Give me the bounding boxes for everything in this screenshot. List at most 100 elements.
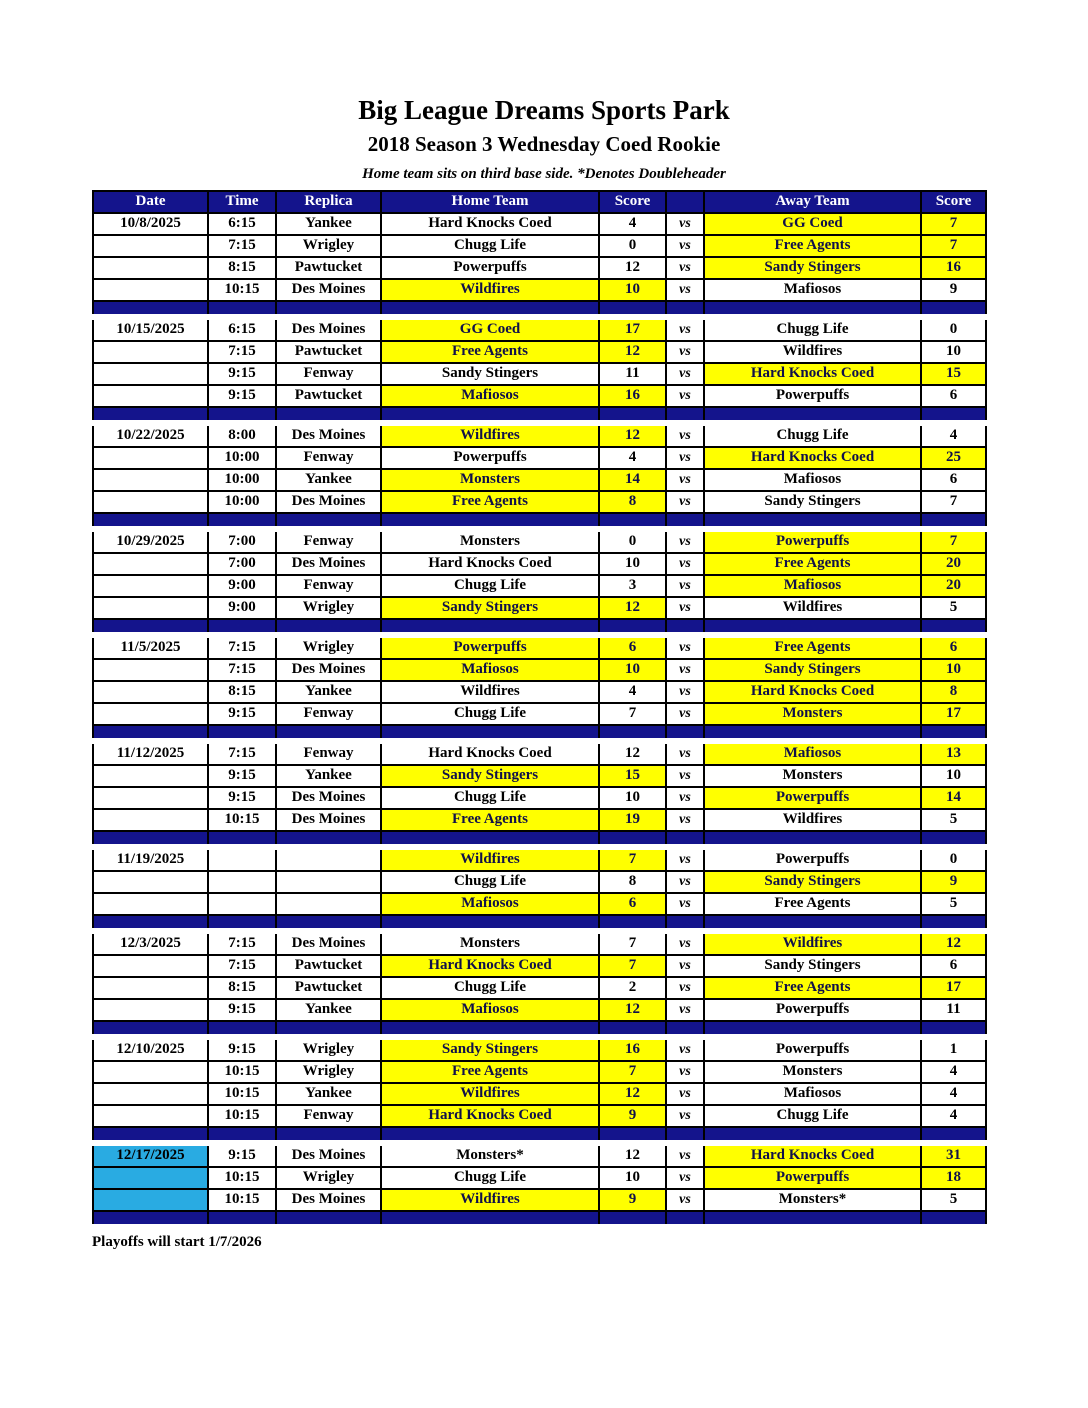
game-row: 9:15 Fenway Sandy Stingers 11 vs Hard Knocks … bbox=[92, 361, 987, 386]
away-score-cell: 20 bbox=[920, 551, 987, 576]
time-cell: 7:15 bbox=[207, 633, 277, 660]
game-row: 10:15 Wrigley Free Agents 7 vs Monsters 4 bbox=[92, 1059, 987, 1084]
date-cell: 10/29/2025 bbox=[92, 527, 209, 554]
replica-cell: Wrigley bbox=[275, 1059, 382, 1084]
home-score-cell: 7 bbox=[598, 929, 667, 956]
home-score-cell: 12 bbox=[598, 1141, 667, 1168]
separator-cell bbox=[207, 1125, 277, 1146]
vs-cell: vs bbox=[665, 211, 705, 236]
date-cell bbox=[92, 233, 209, 258]
home-team-column-header: Home Team bbox=[380, 189, 600, 214]
replica-cell: Fenway bbox=[275, 739, 382, 766]
time-cell bbox=[207, 869, 277, 894]
separator-cell bbox=[665, 617, 705, 638]
away-score-column-header: Score bbox=[920, 189, 987, 214]
separator-cell bbox=[598, 1209, 667, 1230]
home-team-cell: Wildfires bbox=[380, 1081, 600, 1106]
home-score-cell: 7 bbox=[598, 1059, 667, 1084]
away-team-cell: Monsters bbox=[703, 1059, 922, 1084]
away-score-cell: 7 bbox=[920, 211, 987, 236]
away-team-cell: Monsters* bbox=[703, 1187, 922, 1212]
game-row: 10:00 Yankee Monsters 14 vs Mafiosos 6 bbox=[92, 467, 987, 492]
separator-cell bbox=[920, 617, 987, 638]
time-cell: 7:15 bbox=[207, 929, 277, 956]
vs-cell: vs bbox=[665, 527, 705, 554]
separator-cell bbox=[275, 723, 382, 744]
replica-cell: Yankee bbox=[275, 997, 382, 1022]
game-row: 10/22/2025 8:00 Des Moines Wildfires 12 vs Chu… bbox=[92, 421, 987, 448]
game-row: 10/29/2025 7:00 Fenway Monsters 0 vs Powerpuff… bbox=[92, 527, 987, 554]
away-score-cell: 5 bbox=[920, 1187, 987, 1212]
date-cell bbox=[92, 277, 209, 302]
replica-cell: Fenway bbox=[275, 701, 382, 726]
home-team-note: Home team sits on third base side. *Deno… bbox=[362, 166, 726, 183]
away-team-cell: Powerpuffs bbox=[703, 785, 922, 810]
game-row: 12/17/2025 9:15 Des Moines Monsters* 12 vs Har… bbox=[92, 1141, 987, 1168]
time-cell: 10:00 bbox=[207, 445, 277, 470]
time-cell: 10:15 bbox=[207, 1103, 277, 1128]
time-cell: 8:15 bbox=[207, 679, 277, 704]
away-team-cell: Wildfires bbox=[703, 595, 922, 620]
game-row: 11/19/2025 Wildfires 7 vs Powerpuffs 0 bbox=[92, 845, 987, 872]
separator-cell bbox=[380, 829, 600, 850]
week-separator-row bbox=[92, 829, 987, 850]
home-team-cell: Chugg Life bbox=[380, 1165, 600, 1190]
home-score-cell: 16 bbox=[598, 1035, 667, 1062]
game-row: 10:15 Des Moines Wildfires 10 vs Mafiosos 9 bbox=[92, 277, 987, 302]
date-cell bbox=[92, 573, 209, 598]
game-row: 10:15 Des Moines Free Agents 19 vs Wildfires 5 bbox=[92, 807, 987, 832]
game-row: 12/3/2025 7:15 Des Moines Monsters 7 vs Wildfi… bbox=[92, 929, 987, 956]
home-score-cell: 12 bbox=[598, 421, 667, 448]
date-cell bbox=[92, 1103, 209, 1128]
away-team-cell: Free Agents bbox=[703, 975, 922, 1000]
replica-cell: Wrigley bbox=[275, 595, 382, 620]
separator-cell bbox=[207, 1019, 277, 1040]
home-score-cell: 17 bbox=[598, 315, 667, 342]
home-score-cell: 12 bbox=[598, 339, 667, 364]
home-score-cell: 12 bbox=[598, 595, 667, 620]
separator-cell bbox=[275, 1125, 382, 1146]
date-column-header: Date bbox=[92, 189, 209, 214]
away-score-cell: 1 bbox=[920, 1035, 987, 1062]
time-cell: 6:15 bbox=[207, 211, 277, 236]
time-cell: 8:00 bbox=[207, 421, 277, 448]
vs-cell: vs bbox=[665, 255, 705, 280]
table-header-row: Date Time Replica Home Team Score Away T… bbox=[92, 189, 987, 214]
separator-cell bbox=[920, 299, 987, 320]
away-score-cell: 18 bbox=[920, 1165, 987, 1190]
game-row: 12/10/2025 9:15 Wrigley Sandy Stingers 16 vs P… bbox=[92, 1035, 987, 1062]
time-cell: 10:15 bbox=[207, 1059, 277, 1084]
away-score-cell: 25 bbox=[920, 445, 987, 470]
separator-cell bbox=[920, 913, 987, 934]
separator-cell bbox=[665, 829, 705, 850]
home-team-cell: Mafiosos bbox=[380, 891, 600, 916]
vs-cell: vs bbox=[665, 361, 705, 386]
vs-cell: vs bbox=[665, 997, 705, 1022]
separator-cell bbox=[207, 723, 277, 744]
replica-cell: Yankee bbox=[275, 763, 382, 788]
home-team-cell: Monsters* bbox=[380, 1141, 600, 1168]
replica-column-header: Replica bbox=[275, 189, 382, 214]
separator-cell bbox=[92, 511, 209, 532]
home-team-cell: Free Agents bbox=[380, 1059, 600, 1084]
home-team-cell: GG Coed bbox=[380, 315, 600, 342]
separator-cell bbox=[920, 1125, 987, 1146]
separator-cell bbox=[920, 829, 987, 850]
replica-cell: Pawtucket bbox=[275, 339, 382, 364]
replica-cell: Yankee bbox=[275, 679, 382, 704]
game-row: 8:15 Pawtucket Powerpuffs 12 vs Sandy Stinger… bbox=[92, 255, 987, 280]
date-cell: 11/19/2025 bbox=[92, 845, 209, 872]
replica-cell: Wrigley bbox=[275, 1035, 382, 1062]
date-cell: 11/12/2025 bbox=[92, 739, 209, 766]
away-team-cell: Free Agents bbox=[703, 551, 922, 576]
vs-cell: vs bbox=[665, 551, 705, 576]
away-score-cell: 9 bbox=[920, 869, 987, 894]
game-row: 9:15 Pawtucket Mafiosos 16 vs Powerpuffs 6 bbox=[92, 383, 987, 408]
replica-cell: Des Moines bbox=[275, 1187, 382, 1212]
home-score-cell: 0 bbox=[598, 233, 667, 258]
home-team-cell: Hard Knocks Coed bbox=[380, 739, 600, 766]
away-team-cell: Hard Knocks Coed bbox=[703, 679, 922, 704]
game-row: 10:15 Des Moines Wildfires 9 vs Monsters* 5 bbox=[92, 1187, 987, 1212]
separator-cell bbox=[920, 723, 987, 744]
home-team-cell: Hard Knocks Coed bbox=[380, 953, 600, 978]
